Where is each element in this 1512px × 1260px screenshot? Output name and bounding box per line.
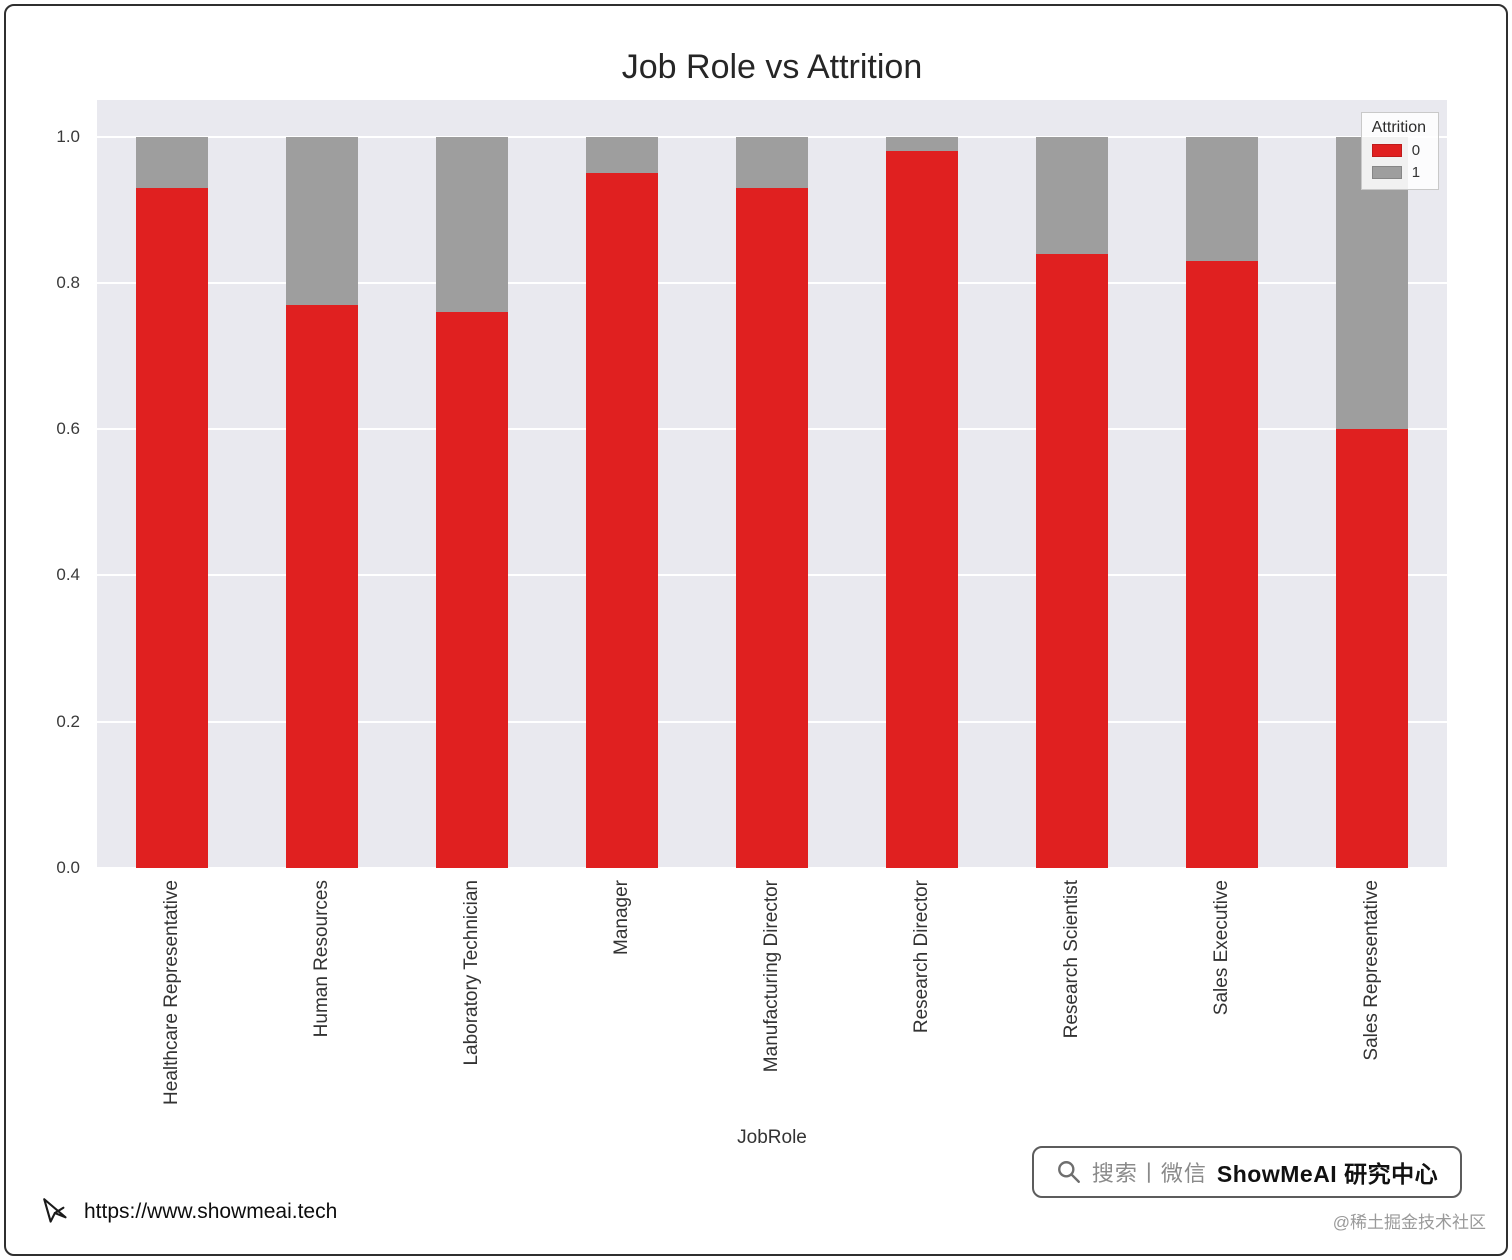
- stacked-bar: [1036, 136, 1108, 868]
- bar-segment-1: [136, 136, 208, 188]
- bar-segment-0: [436, 312, 508, 868]
- x-tick-labels: Healthcare Representative Human Resources…: [97, 880, 1447, 1130]
- bar-segment-0: [286, 304, 358, 868]
- bar-segment-1: [436, 136, 508, 313]
- legend-title: Attrition: [1371, 119, 1426, 136]
- bar-group: [397, 100, 547, 868]
- legend-entry: 1: [1371, 164, 1426, 181]
- bar-segment-1: [586, 136, 658, 174]
- bar-segment-0: [1036, 253, 1108, 868]
- cursor-icon: [43, 1198, 67, 1223]
- x-tick-label: Manufacturing Director: [761, 880, 782, 1073]
- x-tick-label: Research Director: [911, 880, 932, 1034]
- bar-segment-1: [286, 136, 358, 305]
- stacked-bar: [436, 136, 508, 868]
- bars-container: [97, 100, 1447, 868]
- legend-label: 0: [1411, 142, 1421, 159]
- stacked-bar: [1186, 136, 1258, 868]
- x-tick-label: Human Resources: [311, 880, 332, 1038]
- search-icon: [1057, 1161, 1080, 1183]
- x-tick-label: Research Scientist: [1061, 880, 1082, 1039]
- stacked-bar: [1336, 136, 1408, 868]
- x-tick-label: Manager: [611, 880, 632, 955]
- legend-swatch: [1371, 144, 1402, 157]
- bar-group: [547, 100, 697, 868]
- bar-segment-1: [1036, 136, 1108, 254]
- stacked-bar: [886, 136, 958, 868]
- chart-title: Job Role vs Attrition: [621, 48, 923, 86]
- bar-segment-0: [136, 187, 208, 868]
- x-tick-label: Healthcare Representative: [160, 880, 182, 1105]
- legend-swatch: [1371, 166, 1402, 179]
- community-credit: @稀土掘金技术社区: [1332, 1213, 1486, 1232]
- x-axis-label: JobRole: [737, 1127, 807, 1148]
- y-tick-label: 1.0: [56, 126, 80, 146]
- bar-segment-0: [1336, 429, 1408, 868]
- y-tick-label: 0.0: [56, 858, 80, 877]
- bar-group: [1147, 100, 1297, 868]
- bar-segment-1: [736, 136, 808, 188]
- y-tick-label: 0.6: [56, 419, 80, 439]
- bar-segment-1: [886, 136, 958, 152]
- watermark-brand: ShowMeAI 研究中心: [1216, 1161, 1439, 1187]
- y-tick-label: 0.8: [56, 272, 80, 292]
- bar-group: [697, 100, 847, 868]
- gridline: [97, 867, 1447, 869]
- watermark-badge: 搜索丨微信 ShowMeAI 研究中心: [1032, 1146, 1462, 1198]
- x-tick-label: Sales Executive: [1211, 880, 1232, 1016]
- bar-group: [847, 100, 997, 868]
- bar-segment-0: [886, 151, 958, 868]
- bar-group: [1297, 100, 1447, 868]
- bar-group: [997, 100, 1147, 868]
- bar-segment-1: [1186, 136, 1258, 261]
- watermark-search-label: 搜索丨微信: [1091, 1161, 1207, 1186]
- stacked-bar: [286, 136, 358, 868]
- y-tick-label: 0.4: [56, 565, 80, 585]
- x-tick-label: Sales Representative: [1361, 880, 1382, 1061]
- bar-segment-0: [1186, 260, 1258, 868]
- footer-link-row: https://www.showmeai.tech: [40, 1196, 337, 1228]
- legend-entry: 0: [1371, 142, 1426, 159]
- bar-segment-0: [736, 187, 808, 868]
- stacked-bar: [736, 136, 808, 868]
- bar-group: [97, 100, 247, 868]
- x-tick-label: Laboratory Technician: [461, 880, 482, 1066]
- bar-segment-0: [586, 173, 658, 868]
- y-tick-label: 0.2: [56, 711, 80, 731]
- stacked-bar: [136, 136, 208, 868]
- stacked-bar: [586, 136, 658, 868]
- bar-group: [247, 100, 397, 868]
- y-axis: 0.0 0.2 0.4 0.6 0.8 1.0: [40, 100, 88, 877]
- legend-label: 1: [1411, 164, 1421, 181]
- footer-url-link[interactable]: https://www.showmeai.tech: [84, 1200, 338, 1223]
